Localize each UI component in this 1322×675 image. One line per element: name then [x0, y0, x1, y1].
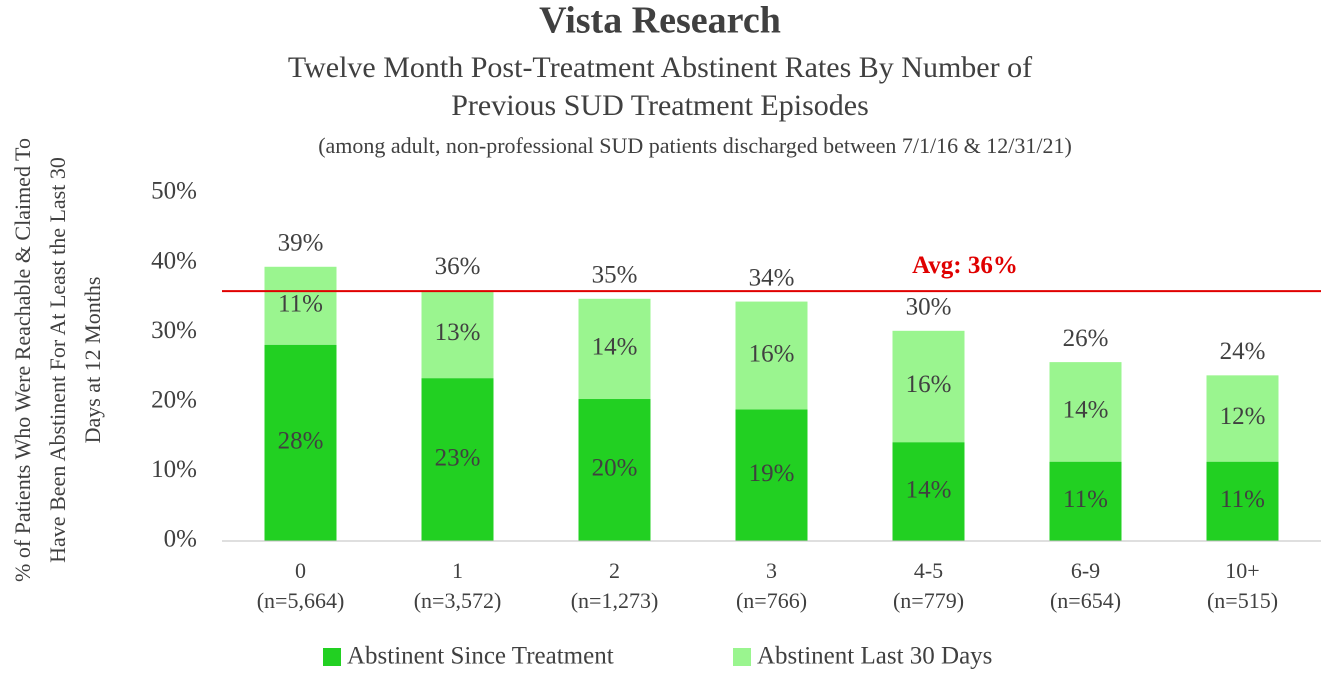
- data-label: 14%: [592, 334, 638, 361]
- bar-segment: [264, 266, 337, 345]
- bar-segment: [892, 442, 965, 541]
- total-label: 30%: [906, 294, 952, 321]
- y-tick-label: 40%: [151, 247, 197, 274]
- x-tick-label: (n=779): [893, 588, 964, 613]
- legend-swatch: [733, 648, 751, 666]
- data-label: 16%: [749, 340, 795, 367]
- y-tick-label: 0%: [164, 526, 197, 553]
- data-label: 11%: [1063, 486, 1108, 513]
- x-tick-label: 2: [609, 558, 620, 583]
- chart-subtitle: Previous SUD Treatment Episodes: [451, 89, 869, 122]
- y-tick-label: 20%: [151, 387, 197, 414]
- legend-label: Abstinent Last 30 Days: [757, 643, 992, 670]
- x-tick-label: 10+: [1225, 558, 1259, 583]
- x-tick-label: 4-5: [914, 558, 943, 583]
- y-tick-label: 30%: [151, 317, 197, 344]
- y-axis-label: Days at 12 Months: [80, 277, 105, 444]
- legend-label: Abstinent Since Treatment: [347, 643, 614, 670]
- bar-segment: [578, 399, 651, 541]
- bar-segment: [421, 290, 494, 379]
- bar-segment: [421, 378, 494, 541]
- chart-note: (among adult, non-professional SUD patie…: [318, 133, 1072, 158]
- total-label: 39%: [278, 230, 324, 257]
- data-label: 13%: [435, 319, 481, 346]
- total-label: 24%: [1220, 338, 1266, 365]
- total-label: 36%: [435, 253, 481, 280]
- legend-swatch: [323, 648, 341, 666]
- reference-label: Avg: 36%: [912, 252, 1018, 279]
- bar-segment: [1206, 461, 1279, 541]
- chart-title: Vista Research: [539, 0, 781, 42]
- data-label: 19%: [749, 460, 795, 487]
- data-label: 28%: [278, 428, 324, 455]
- chart-subtitle: Twelve Month Post-Treatment Abstinent Ra…: [288, 51, 1032, 84]
- y-axis-label: Have Been Abstinent For At Least the Las…: [45, 157, 70, 563]
- x-tick-label: (n=766): [736, 588, 807, 613]
- bar-segment: [735, 301, 808, 410]
- data-label: 12%: [1220, 403, 1266, 430]
- y-tick-label: 10%: [151, 456, 197, 483]
- bar-segment: [1049, 461, 1122, 541]
- data-label: 11%: [1220, 486, 1265, 513]
- data-label: 14%: [906, 476, 952, 503]
- x-tick-label: 1: [452, 558, 463, 583]
- x-tick-label: (n=1,273): [571, 588, 659, 613]
- data-label: 20%: [592, 455, 638, 482]
- data-label: 14%: [1063, 397, 1109, 424]
- x-tick-label: (n=5,664): [257, 588, 345, 613]
- bar-segment: [1049, 362, 1122, 462]
- y-axis-label: % of Patients Who Were Reachable & Claim…: [10, 138, 35, 582]
- total-label: 34%: [749, 264, 795, 291]
- bar-segment: [892, 330, 965, 443]
- x-tick-label: 0: [295, 558, 306, 583]
- x-tick-label: (n=515): [1207, 588, 1278, 613]
- total-label: 35%: [592, 262, 638, 289]
- y-tick-label: 50%: [151, 178, 197, 205]
- bar-segment: [1206, 375, 1279, 462]
- data-label: 11%: [278, 290, 323, 317]
- x-tick-label: (n=654): [1050, 588, 1121, 613]
- bar-segment: [578, 298, 651, 400]
- bar-segment: [264, 344, 337, 541]
- bar-segment: [735, 409, 808, 541]
- data-label: 23%: [435, 444, 481, 471]
- data-label: 16%: [906, 371, 952, 398]
- total-label: 26%: [1063, 325, 1109, 352]
- x-tick-label: 3: [766, 558, 777, 583]
- x-tick-label: 6-9: [1071, 558, 1100, 583]
- x-tick-label: (n=3,572): [414, 588, 502, 613]
